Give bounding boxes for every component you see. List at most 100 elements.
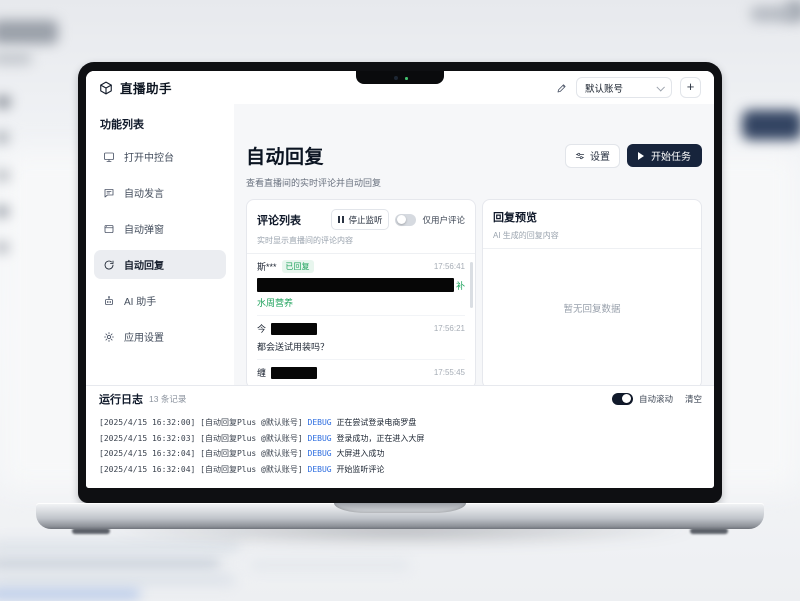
run-log-panel: 运行日志 13 条记录 自动滚动 清空 [2025/4/15 16:32:00]… (86, 385, 714, 488)
log-line: [2025/4/15 16:32:04] [自动回复Plus @默认账号] DE… (99, 462, 702, 478)
settings-button-label: 设置 (590, 152, 610, 163)
laptop-lid-notch (334, 503, 466, 513)
reply-text-tail: 补 (455, 280, 465, 291)
account-select[interactable]: 默认账号 (576, 77, 672, 98)
gear-icon (104, 331, 114, 342)
camera-icon (394, 76, 398, 80)
run-log-title: 运行日志 (99, 393, 143, 406)
user-only-label: 仅用户评论 (422, 214, 465, 225)
sidebar-item-auto-popup[interactable]: 自动弹窗 (94, 214, 226, 243)
comments-subtitle: 实时显示直播间的评论内容 (257, 236, 353, 245)
laptop-screen: 直播助手 默认账号 + 功能列表 打开中控台 (86, 71, 714, 488)
background-blur-table-row (0, 558, 220, 570)
app-title: 直播助手 (120, 82, 173, 96)
clear-log-button[interactable]: 清空 (684, 393, 702, 404)
log-source: [自动回复Plus @默认账号] (200, 449, 303, 458)
comment-list: 斯*** 已回复 17:56:41 补 水周营养 (247, 254, 475, 388)
log-message: 登录成功，正在进入大屏 (336, 433, 425, 443)
camera-led (405, 77, 408, 80)
stop-listening-label: 停止监听 (348, 214, 383, 225)
background-blur-table-row (0, 540, 240, 554)
log-time: [2025/4/15 16:32:04] (99, 464, 196, 474)
log-message: 大屏进入成功 (336, 449, 385, 458)
log-message: 正在尝试登录电商罗盘 (336, 418, 417, 427)
page-subtitle: 查看直播间的实时评论并自动回复 (246, 178, 382, 188)
sidebar-item-app-settings[interactable]: 应用设置 (94, 322, 226, 351)
autoscroll-toggle[interactable] (611, 392, 633, 405)
sidebar-item-label: AI 助手 (124, 297, 157, 308)
background-blur-blob (0, 170, 10, 181)
sidebar-item-open-console[interactable]: 打开中控台 (94, 142, 226, 171)
background-blur-accent-row (0, 590, 140, 598)
background-blur-blob (0, 242, 9, 253)
background-blur-blob (0, 206, 9, 217)
preview-title: 回复预览 (493, 212, 537, 224)
pause-icon (338, 216, 345, 223)
sidebar-item-auto-speak[interactable]: 自动发言 (94, 178, 226, 207)
autoscroll-label: 自动滚动 (638, 393, 673, 404)
loop-arrows-icon (104, 260, 114, 269)
main-panel: 自动回复 设置 开始任务 查看直播间的实时评论并自动回复 (234, 104, 714, 389)
comment-user: 斯*** (257, 262, 277, 272)
chat-bubble-icon (104, 188, 114, 197)
reply-preview-panel: 回复预览 AI 生成的回复内容 暂无回复数据 (482, 199, 702, 389)
log-source: [自动回复Plus @默认账号] (200, 433, 303, 443)
log-line: [2025/4/15 16:32:03] [自动回复Plus @默认账号] DE… (99, 431, 702, 447)
account-select-value: 默认账号 (585, 83, 624, 95)
replied-badge: 已回复 (281, 260, 314, 273)
comments-title: 评论列表 (257, 214, 301, 227)
page-title: 自动回复 (246, 147, 325, 168)
log-level: DEBUG (307, 449, 332, 458)
comment-user: 缠 (257, 368, 267, 378)
comment-user: 今 (257, 324, 267, 334)
sidebar-item-label: 自动发言 (124, 189, 164, 200)
sidebar-item-auto-reply[interactable]: 自动回复 (94, 250, 226, 279)
laptop-screen-bezel: 直播助手 默认账号 + 功能列表 打开中控台 (78, 62, 722, 503)
log-line: [2025/4/15 16:32:00] [自动回复Plus @默认账号] DE… (99, 415, 702, 431)
add-account-button[interactable]: + (680, 77, 701, 98)
sidebar-item-label: 应用设置 (124, 333, 164, 344)
comments-panel: 评论列表 停止监听 仅用户评论 实时显示直播间的评论内容 (246, 199, 476, 389)
log-level: DEBUG (307, 433, 332, 443)
sidebar-item-ai-assistant[interactable]: AI 助手 (94, 286, 226, 315)
stop-listening-button[interactable]: 停止监听 (331, 209, 390, 230)
log-time: [2025/4/15 16:32:03] (99, 433, 196, 443)
preview-empty-state: 暂无回复数据 (563, 304, 621, 315)
log-lines: [2025/4/15 16:32:00] [自动回复Plus @默认账号] DE… (99, 411, 702, 477)
sidebar-item-label: 打开中控台 (124, 153, 174, 164)
comment-time: 17:56:21 (433, 324, 465, 333)
laptop-foot (72, 528, 110, 534)
play-icon (638, 151, 644, 160)
pencil-icon[interactable] (556, 82, 568, 94)
comment-item: 今 17:56:21 都会送试用装吗？ (257, 316, 465, 360)
chevron-down-icon (656, 82, 665, 92)
sliders-icon (575, 152, 585, 159)
sidebar-item-label: 自动弹窗 (124, 225, 164, 236)
cube-logo-icon (100, 81, 112, 94)
sidebar-title: 功能列表 (100, 119, 144, 131)
redaction-bar (257, 278, 454, 292)
background-blur-blob (750, 6, 794, 22)
log-time: [2025/4/15 16:32:00] (99, 418, 196, 427)
background-blur-blob (250, 560, 410, 570)
log-time: [2025/4/15 16:32:04] (99, 449, 196, 458)
scrollbar-thumb[interactable] (470, 262, 473, 308)
background-blur-blob (786, 0, 800, 22)
start-task-label: 开始任务 (651, 152, 691, 163)
background-blur-button (742, 110, 800, 140)
sidebar-item-label: 自动回复 (124, 261, 164, 272)
background-blur-blob (0, 96, 11, 108)
start-task-button[interactable]: 开始任务 (627, 144, 702, 167)
user-only-toggle[interactable] (395, 213, 417, 226)
laptop-foot (690, 528, 728, 534)
log-level: DEBUG (307, 418, 332, 427)
app-header: 直播助手 默认账号 + (86, 71, 714, 104)
redaction-box (271, 322, 318, 335)
laptop-notch (356, 71, 444, 84)
laptop-base (36, 503, 764, 529)
settings-button[interactable]: 设置 (565, 143, 620, 168)
background-blur-table-row (0, 574, 235, 586)
log-source: [自动回复Plus @默认账号] (200, 418, 303, 427)
log-source: [自动回复Plus @默认账号] (200, 464, 303, 474)
log-message: 开始监听评论 (336, 464, 385, 474)
